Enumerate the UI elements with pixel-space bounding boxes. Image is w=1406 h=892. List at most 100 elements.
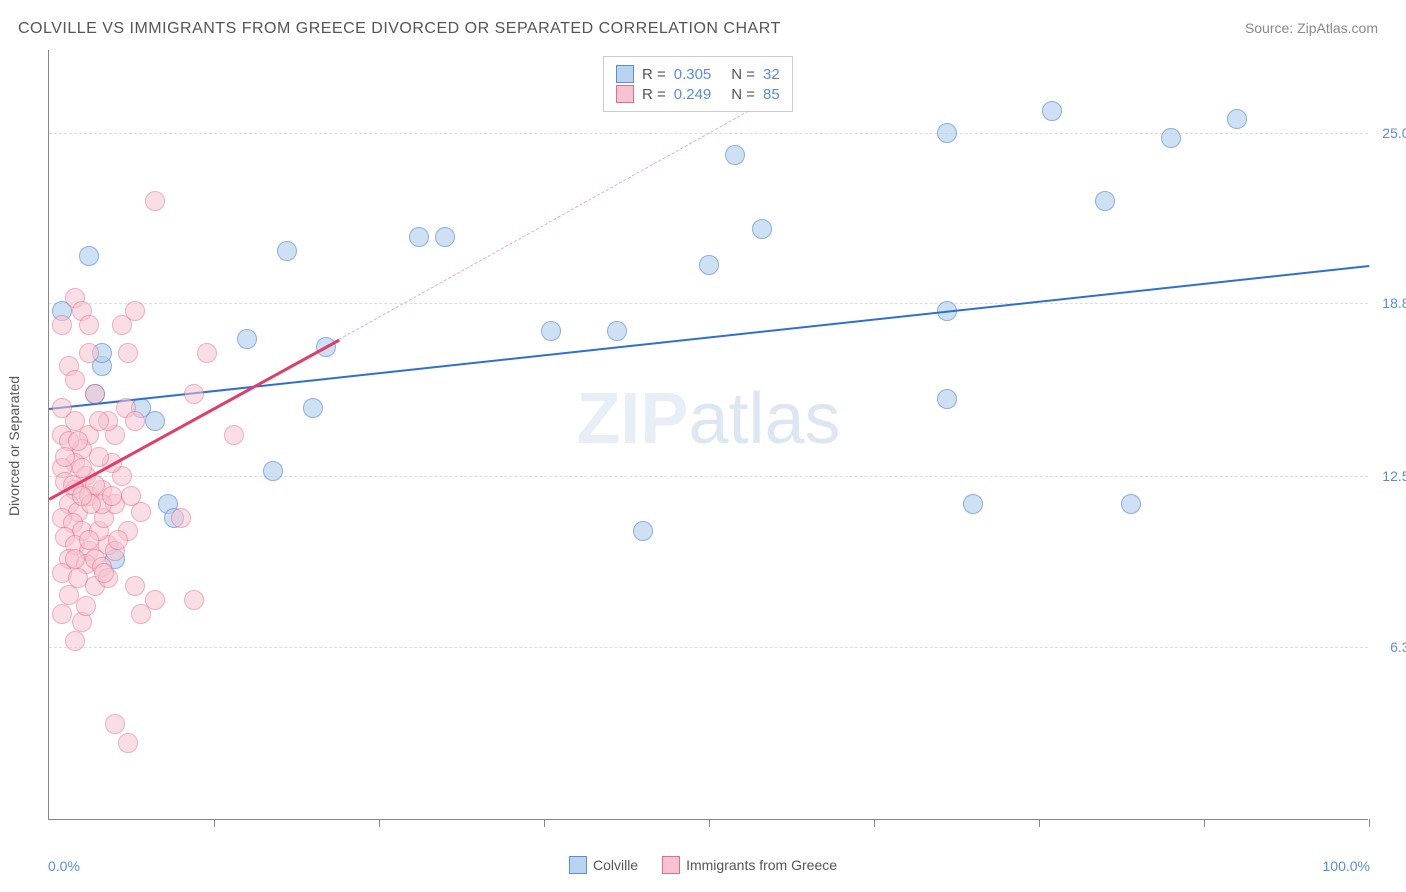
greece-point — [171, 508, 191, 528]
greece-point — [125, 576, 145, 596]
colville-point — [303, 398, 323, 418]
greece-point — [145, 191, 165, 211]
gridline — [49, 476, 1368, 477]
x-axis-max-label: 100.0% — [1323, 858, 1370, 874]
greece-point — [184, 590, 204, 610]
colville-point — [237, 329, 257, 349]
chart-title: COLVILLE VS IMMIGRANTS FROM GREECE DIVOR… — [18, 20, 781, 38]
r-value: 0.249 — [674, 86, 712, 103]
n-value: 85 — [763, 86, 780, 103]
watermark: ZIPatlas — [576, 378, 840, 460]
greece-point — [184, 384, 204, 404]
legend-label: Colville — [593, 857, 638, 873]
y-tick-label: 6.3% — [1372, 639, 1406, 655]
legend-swatch — [569, 856, 587, 874]
legend-swatch — [662, 856, 680, 874]
greece-point — [65, 370, 85, 390]
watermark-bold: ZIP — [576, 379, 688, 459]
legend-swatch — [616, 85, 634, 103]
x-tick — [379, 819, 380, 827]
greece-point — [65, 549, 85, 569]
greece-point — [52, 604, 72, 624]
x-tick — [874, 819, 875, 827]
greece-point — [65, 631, 85, 651]
greece-point — [89, 447, 109, 467]
x-tick — [1369, 819, 1370, 827]
greece-point — [125, 411, 145, 431]
greece-point — [55, 447, 75, 467]
colville-point — [1042, 101, 1062, 121]
colville-point — [1161, 128, 1181, 148]
colville-point — [79, 246, 99, 266]
r-label: R = — [642, 66, 666, 83]
colville-point — [145, 411, 165, 431]
legend-stats-row: R = 0.305 N = 32 — [616, 65, 780, 83]
colville-point — [541, 321, 561, 341]
x-tick — [709, 819, 710, 827]
n-value: 32 — [763, 66, 780, 83]
colville-point — [607, 321, 627, 341]
colville-point — [1095, 191, 1115, 211]
colville-point — [752, 219, 772, 239]
greece-point — [85, 384, 105, 404]
greece-point — [68, 431, 88, 451]
colville-point — [725, 145, 745, 165]
greece-point — [76, 596, 96, 616]
greece-point — [197, 343, 217, 363]
greece-point — [72, 486, 92, 506]
greece-point — [94, 563, 114, 583]
n-label: N = — [731, 66, 755, 83]
colville-point — [937, 123, 957, 143]
legend-item: Immigrants from Greece — [662, 856, 837, 874]
legend-bottom: Colville Immigrants from Greece — [569, 856, 837, 874]
y-tick-label: 18.8% — [1372, 295, 1406, 311]
gridline — [49, 303, 1368, 304]
y-axis-label: Divorced or Separated — [6, 376, 22, 516]
legend-swatch — [616, 65, 634, 83]
colville-point — [963, 494, 983, 514]
colville-point — [633, 521, 653, 541]
source-label: Source: — [1245, 20, 1297, 36]
legend-stats-box: R =0.305N =32R =0.249N =85 — [603, 56, 793, 112]
gridline — [49, 647, 1368, 648]
greece-point — [108, 530, 128, 550]
trend-line — [339, 111, 749, 340]
legend-item: Colville — [569, 856, 638, 874]
x-axis-min-label: 0.0% — [48, 858, 80, 874]
greece-point — [52, 315, 72, 335]
colville-point — [263, 461, 283, 481]
colville-point — [1227, 109, 1247, 129]
greece-point — [118, 733, 138, 753]
legend-stats-row: R =0.249N =85 — [616, 85, 780, 103]
y-tick-label: 12.5% — [1372, 468, 1406, 484]
greece-point — [125, 301, 145, 321]
plot-area: ZIPatlas R =0.305N =32R =0.249N =85 6.3%… — [48, 50, 1368, 820]
y-tick-label: 25.0% — [1372, 125, 1406, 141]
colville-point — [699, 255, 719, 275]
x-tick — [1039, 819, 1040, 827]
greece-point — [105, 714, 125, 734]
colville-point — [937, 389, 957, 409]
r-label: R = — [642, 86, 666, 103]
greece-point — [89, 411, 109, 431]
greece-point — [131, 502, 151, 522]
r-value: 0.305 — [674, 66, 712, 83]
source-attribution: Source: ZipAtlas.com — [1245, 20, 1378, 36]
greece-point — [79, 315, 99, 335]
colville-point — [277, 241, 297, 261]
greece-point — [118, 343, 138, 363]
greece-point — [79, 530, 99, 550]
watermark-light: atlas — [688, 379, 840, 459]
greece-point — [79, 343, 99, 363]
colville-point — [435, 227, 455, 247]
x-tick — [214, 819, 215, 827]
source-name: ZipAtlas.com — [1297, 20, 1378, 36]
x-tick — [1204, 819, 1205, 827]
legend-label: Immigrants from Greece — [686, 857, 837, 873]
x-tick — [544, 819, 545, 827]
greece-point — [121, 486, 141, 506]
greece-point — [224, 425, 244, 445]
colville-point — [409, 227, 429, 247]
greece-point — [102, 486, 122, 506]
chart-container: COLVILLE VS IMMIGRANTS FROM GREECE DIVOR… — [0, 0, 1406, 892]
